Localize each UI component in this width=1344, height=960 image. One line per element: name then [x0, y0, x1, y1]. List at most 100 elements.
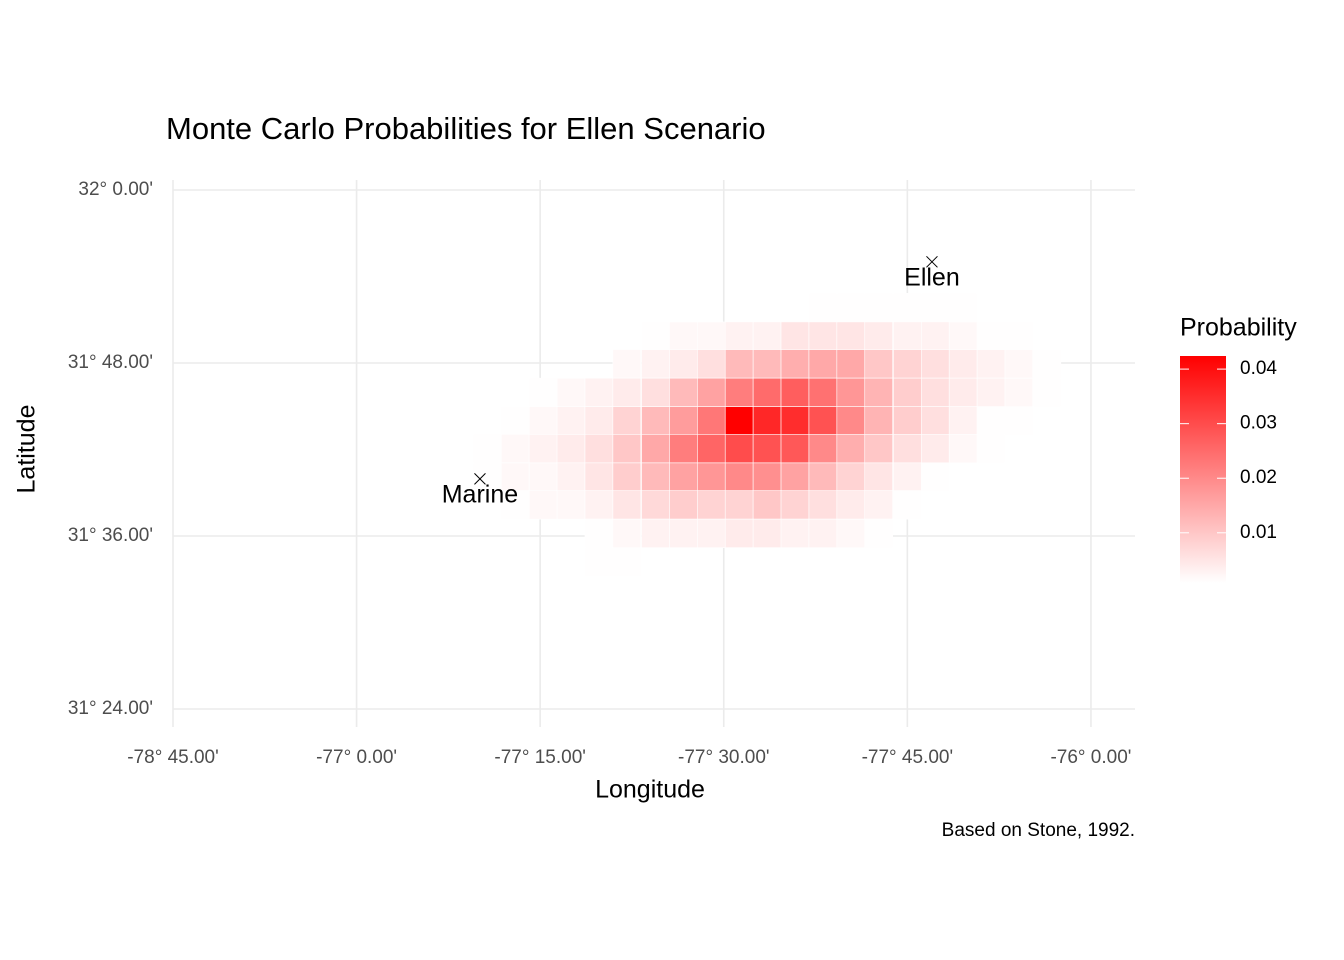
tile: [836, 406, 866, 436]
tile: [808, 462, 838, 492]
tile: [780, 462, 810, 492]
tile: [528, 406, 558, 436]
tile: [808, 321, 838, 351]
tile: [752, 321, 782, 351]
tile: [864, 490, 893, 520]
tile: [473, 434, 502, 464]
point-label: Ellen: [904, 263, 960, 291]
tile: [697, 377, 726, 407]
tile: [893, 406, 922, 436]
tile: [752, 377, 782, 407]
tile: [976, 434, 1006, 464]
legend: 0.01 0.02 0.03 0.04: [1180, 356, 1277, 583]
tile: [948, 293, 978, 323]
tile: [724, 462, 754, 492]
tile: [752, 518, 782, 548]
legend-label: 0.03: [1240, 413, 1277, 434]
tile: [669, 349, 698, 379]
x-tick-label: -77° 0.00': [316, 747, 397, 768]
x-tick-label: -77° 15.00': [494, 747, 586, 768]
tile: [697, 518, 726, 548]
tile: [864, 349, 893, 379]
tile: [921, 406, 950, 436]
tile: [921, 321, 950, 351]
legend-title: Probability: [1180, 314, 1297, 342]
tile: [780, 434, 810, 464]
tile: [921, 349, 950, 379]
point-label: Marine: [442, 481, 518, 509]
tile: [669, 321, 698, 351]
x-tick-label: -77° 30.00': [678, 747, 770, 768]
tile: [641, 434, 670, 464]
tile: [697, 406, 726, 436]
x-tick-label: -77° 45.00': [862, 747, 954, 768]
tile: [864, 406, 893, 436]
tile: [808, 293, 838, 323]
tile: [752, 349, 782, 379]
tile: [836, 490, 866, 520]
tile: [641, 490, 670, 520]
tile: [556, 377, 586, 407]
marker-stroke: [926, 255, 938, 268]
tile: [893, 490, 922, 520]
tile: [528, 490, 558, 520]
tile: [697, 434, 726, 464]
tile: [976, 321, 1006, 351]
tile: [864, 518, 893, 548]
tile: [697, 349, 726, 379]
tile: [556, 490, 586, 520]
tile: [976, 349, 1006, 379]
tile: [612, 434, 642, 464]
tile: [669, 462, 698, 492]
tiles: [473, 293, 1062, 577]
tile: [697, 490, 726, 520]
tile: [641, 518, 670, 548]
tile: [641, 349, 670, 379]
tile: [556, 406, 586, 436]
tile: [724, 406, 754, 436]
tile: [893, 434, 922, 464]
tile: [584, 434, 614, 464]
tile: [1004, 406, 1034, 436]
tile: [641, 406, 670, 436]
tile: [528, 434, 558, 464]
tile: [808, 518, 838, 548]
tile: [500, 490, 530, 520]
tile: [612, 349, 642, 379]
tile: [948, 434, 978, 464]
tile: [724, 490, 754, 520]
y-tick-label: 32° 0.00': [78, 179, 153, 200]
tile: [893, 377, 922, 407]
point-marker: [926, 255, 938, 268]
tile: [808, 349, 838, 379]
x-tick-label: -78° 45.00': [127, 747, 219, 768]
tile: [584, 406, 614, 436]
tile: [864, 462, 893, 492]
tile: [669, 377, 698, 407]
tile: [697, 321, 726, 351]
tile: [584, 462, 614, 492]
tile: [1032, 349, 1062, 379]
tile: [669, 434, 698, 464]
points: Marine Ellen: [442, 255, 960, 509]
tile: [641, 377, 670, 407]
tile: [808, 377, 838, 407]
tile: [921, 293, 950, 323]
tile: [864, 434, 893, 464]
tile: [669, 406, 698, 436]
colorbar: [1180, 356, 1226, 583]
tile: [500, 462, 530, 492]
tile: [808, 490, 838, 520]
tile: [921, 434, 950, 464]
legend-label: 0.02: [1240, 467, 1277, 488]
tile: [752, 462, 782, 492]
tile: [808, 406, 838, 436]
tile: [948, 406, 978, 436]
tile: [724, 321, 754, 351]
tile: [724, 377, 754, 407]
tile: [752, 490, 782, 520]
tile: [612, 518, 642, 548]
tile: [948, 321, 978, 351]
tile: [836, 377, 866, 407]
